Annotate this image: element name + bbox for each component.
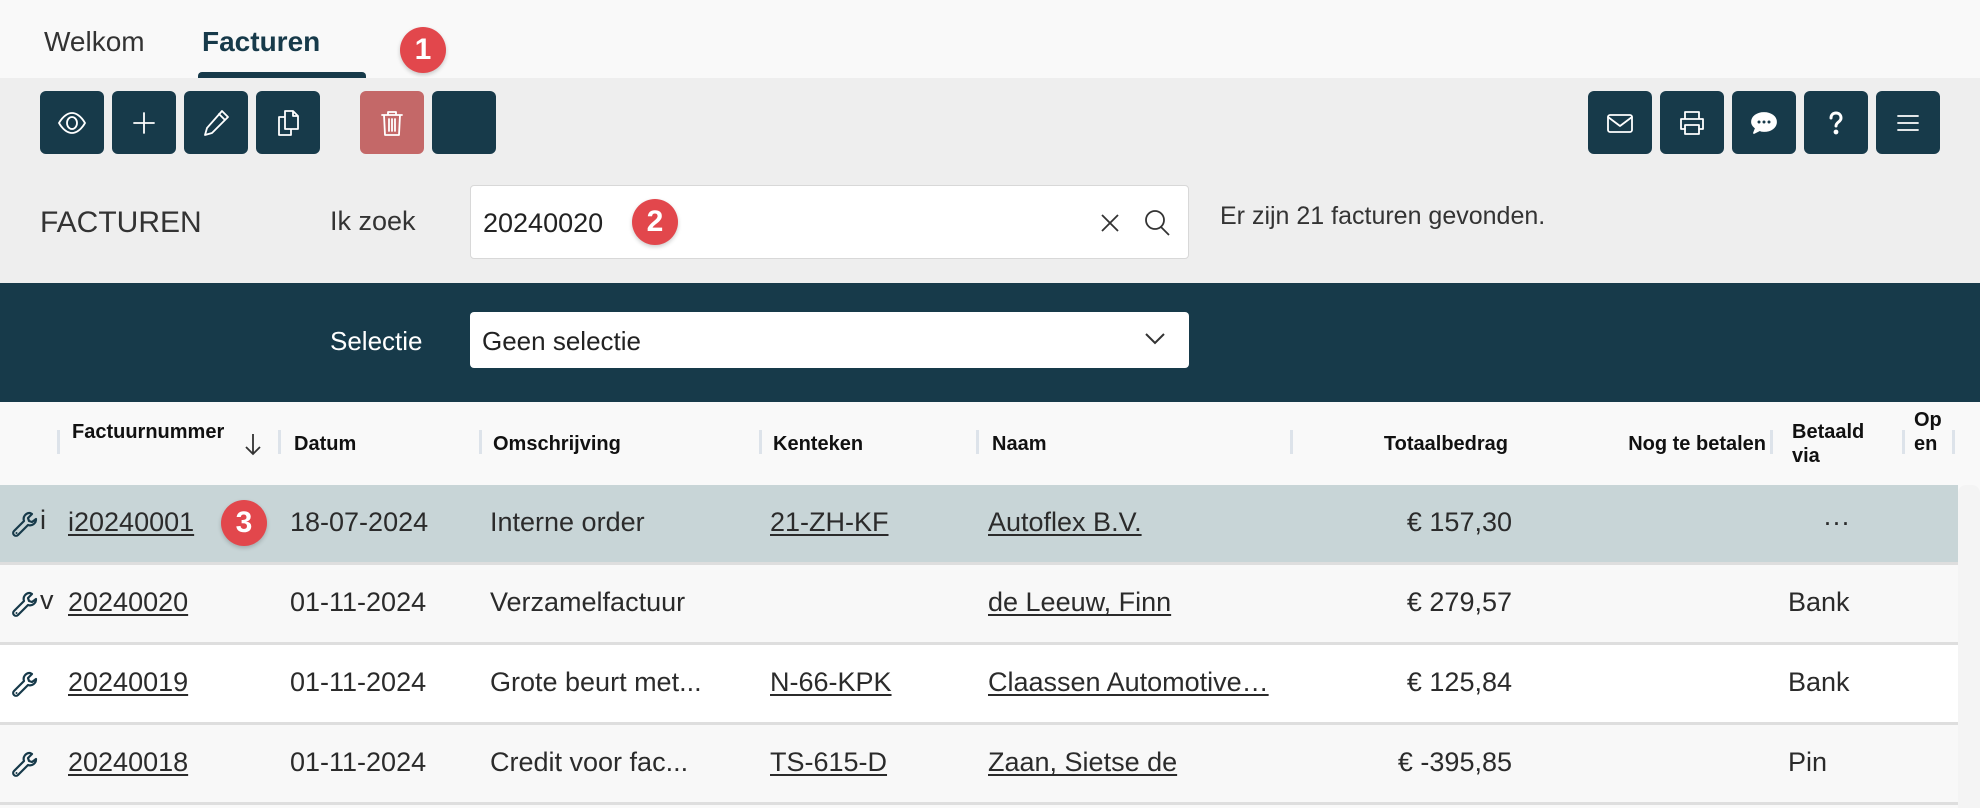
col-header-kenteken[interactable]: Kenteken: [773, 433, 864, 455]
menu-button[interactable]: [1876, 91, 1940, 154]
col-header-naam[interactable]: Naam: [992, 433, 1047, 455]
clear-icon[interactable]: [1099, 212, 1121, 234]
search-icon[interactable]: [1143, 208, 1173, 238]
tab-welkom[interactable]: Welkom: [44, 26, 145, 57]
section-title: FACTUREN: [40, 206, 202, 239]
column-divider[interactable]: [1770, 430, 1773, 454]
column-divider[interactable]: [1952, 430, 1955, 454]
wrench-icon: [12, 671, 38, 697]
eye-icon: [58, 111, 86, 134]
help-button[interactable]: [1804, 91, 1868, 154]
date-cell: 01-11-2024: [290, 587, 427, 617]
table-row[interactable]: v 20240020 01-11-2024 Verzamelfactuur de Lee…: [0, 565, 1958, 645]
col-header-betaald-via[interactable]: Betaald via: [1792, 421, 1865, 467]
description-cell: Grote beurt met...: [490, 667, 702, 697]
column-divider[interactable]: [479, 430, 482, 454]
customer-name-link[interactable]: Autoflex B.V.: [988, 507, 1142, 537]
selection-value: Geen selectie: [482, 326, 641, 356]
column-divider[interactable]: [278, 430, 281, 454]
chat-icon: [1751, 111, 1777, 134]
help-icon: [1829, 111, 1843, 134]
row-type-marker: v: [40, 585, 54, 615]
menu-icon: [1897, 114, 1919, 131]
search-input-value: 20240020: [483, 208, 604, 238]
description-cell: Verzamelfactuur: [490, 587, 686, 617]
pencil-icon: [204, 109, 229, 136]
view-button[interactable]: [40, 91, 104, 154]
paid-via-cell: Bank: [1788, 667, 1850, 697]
printer-icon: [1680, 110, 1704, 135]
selection-label: Selectie: [330, 326, 423, 356]
annotation-badge-2: 2: [632, 199, 678, 245]
chat-button[interactable]: [1732, 91, 1796, 154]
col-header-open[interactable]: Open: [1914, 409, 1942, 455]
paid-via-cell: Bank: [1788, 587, 1850, 617]
mail-button[interactable]: [1588, 91, 1652, 154]
mail-icon: [1607, 113, 1633, 133]
column-divider[interactable]: [57, 430, 60, 454]
col-header-nog-te-betalen[interactable]: Nog te betalen: [1628, 433, 1766, 455]
copy-icon: [278, 109, 299, 136]
table-header: [0, 402, 1980, 485]
description-cell: Interne order: [490, 507, 645, 537]
wrench-icon: [12, 751, 38, 777]
copy-button[interactable]: [256, 91, 320, 154]
search-label: Ik zoek: [330, 206, 416, 236]
total-amount-cell: € 279,57: [1406, 587, 1512, 617]
description-cell: Credit voor fac...: [490, 747, 689, 777]
license-plate-link[interactable]: N-66-KPK: [770, 667, 892, 697]
selection-dropdown[interactable]: Geen selectie: [470, 312, 1189, 368]
date-cell: 01-11-2024: [290, 667, 427, 697]
annotation-badge-1: 1: [400, 27, 446, 73]
extra-button[interactable]: [432, 91, 496, 154]
chevron-down-icon: [1145, 333, 1165, 345]
col-header-totaalbedrag[interactable]: Totaalbedrag: [1383, 433, 1508, 455]
tab-bar: Welkom Facturen: [0, 0, 1980, 78]
row-type-marker: i: [40, 505, 46, 535]
tab-facturen[interactable]: Facturen: [202, 26, 321, 57]
sort-arrow-down-icon[interactable]: [244, 432, 262, 456]
active-tab-indicator: [198, 72, 366, 78]
col-header-omschrijving[interactable]: Omschrijving: [493, 433, 621, 455]
col-header-factuurnummer[interactable]: Factuurnummer: [72, 421, 225, 443]
invoice-number-link[interactable]: 20240018: [68, 747, 189, 777]
edit-button[interactable]: [184, 91, 248, 154]
invoice-number-link[interactable]: 20240020: [68, 587, 189, 617]
customer-name-link[interactable]: Zaan, Sietse de: [988, 747, 1178, 777]
table-row[interactable]: i i20240001 18-07-2024 Interne order 21-ZH-K…: [0, 485, 1958, 565]
col-header-datum[interactable]: Datum: [294, 433, 357, 455]
column-divider[interactable]: [1290, 430, 1293, 454]
wrench-icon: [12, 591, 38, 617]
search-input[interactable]: 20240020: [470, 185, 1189, 259]
scrollbar[interactable]: [1958, 485, 1980, 808]
date-cell: 01-11-2024: [290, 747, 427, 777]
customer-name-link[interactable]: de Leeuw, Finn: [988, 587, 1172, 617]
invoice-number-link[interactable]: i20240001: [68, 507, 195, 537]
license-plate-link[interactable]: TS-615-D: [770, 747, 888, 777]
total-amount-cell: € 157,30: [1406, 507, 1512, 537]
print-button[interactable]: [1660, 91, 1724, 154]
result-count: Er zijn 21 facturen gevonden.: [1220, 202, 1546, 230]
delete-button[interactable]: [360, 91, 424, 154]
license-plate-link[interactable]: 21-ZH-KF: [770, 507, 889, 537]
annotation-badge-3: 3: [221, 500, 267, 546]
column-divider[interactable]: [759, 430, 762, 454]
add-button[interactable]: [112, 91, 176, 154]
more-options-button[interactable]: ···: [1823, 507, 1850, 537]
total-amount-cell: € -395,85: [1397, 747, 1512, 777]
table-row[interactable]: 20240019 01-11-2024 Grote beurt met... N-66…: [0, 645, 1958, 725]
table-row[interactable]: 20240018 01-11-2024 Credit voor fac... TS-6…: [0, 725, 1958, 805]
invoice-number-link[interactable]: 20240019: [68, 667, 189, 697]
customer-name-link[interactable]: Claassen Automotive…: [988, 667, 1269, 697]
column-divider[interactable]: [1902, 430, 1905, 454]
paid-via-cell: Pin: [1788, 747, 1828, 777]
trash-icon: [381, 110, 403, 136]
date-cell: 18-07-2024: [290, 507, 429, 537]
column-divider[interactable]: [976, 430, 979, 454]
total-amount-cell: € 125,84: [1406, 667, 1512, 697]
wrench-icon: [12, 511, 38, 537]
plus-icon: [133, 111, 155, 134]
